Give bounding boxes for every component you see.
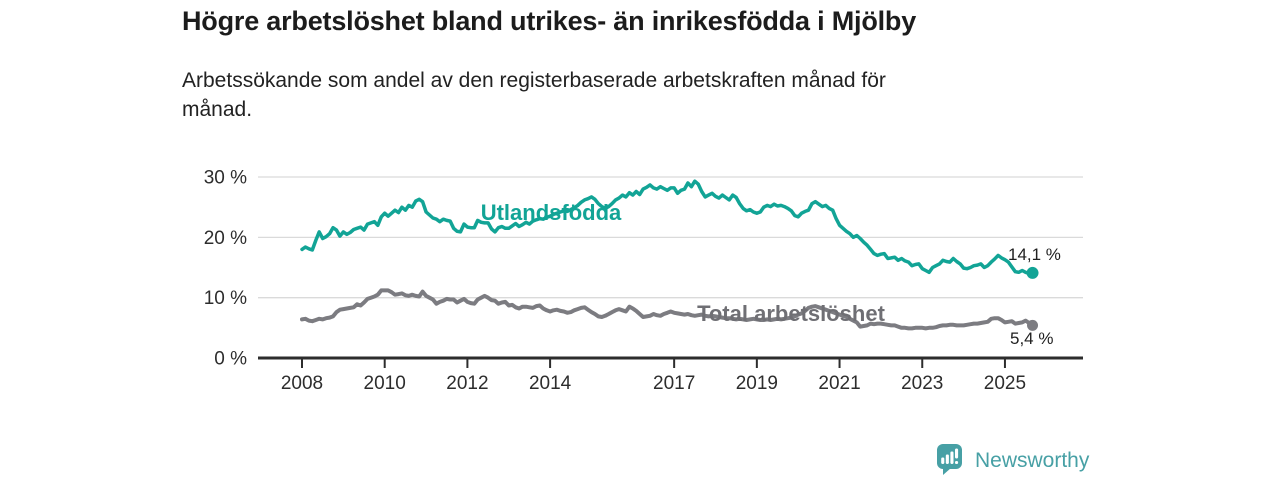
svg-text:2023: 2023 [901,373,943,394]
chart-title: Högre arbetslöshet bland utrikes- än inr… [182,6,917,36]
svg-text:2010: 2010 [364,373,406,394]
newsworthy-brand-text: Newsworthy [975,448,1090,472]
chart-subtitle-line1: Arbetssökande som andel av den registerb… [182,69,886,92]
chart-subtitle: Arbetssökande som andel av den registerb… [182,66,886,124]
svg-text:2008: 2008 [281,373,323,394]
svg-text:30 %: 30 % [204,168,247,189]
newsworthy-logo-icon [937,444,962,475]
svg-text:2017: 2017 [653,373,695,394]
svg-text:10 %: 10 % [204,288,247,309]
svg-text:2019: 2019 [736,373,778,394]
svg-text:2012: 2012 [446,373,488,394]
series-lines [300,179,1035,331]
series-end-dots [1026,266,1039,331]
series-label-total: Total arbetslöshet [697,301,886,326]
svg-text:20 %: 20 % [204,228,247,249]
series-label-utlandsfodda: Utlandsfödda [481,200,622,225]
svg-text:2021: 2021 [818,373,860,394]
end-value-utlandsfodda: 14,1 % [1008,245,1061,264]
y-axis-labels: 30 % 20 % 10 % 0 % [204,168,247,370]
newsworthy-brand: Newsworthy [936,443,1089,476]
x-axis: 2008 2010 2012 2014 2017 2019 2021 2023 2025 [258,356,1083,394]
svg-text:2025: 2025 [984,373,1026,394]
chart-subtitle-line2: månad. [182,98,253,121]
svg-text:2014: 2014 [529,373,572,394]
svg-text:0 %: 0 % [214,349,247,370]
gridlines [258,176,1083,299]
end-value-total: 5,4 % [1010,329,1053,348]
